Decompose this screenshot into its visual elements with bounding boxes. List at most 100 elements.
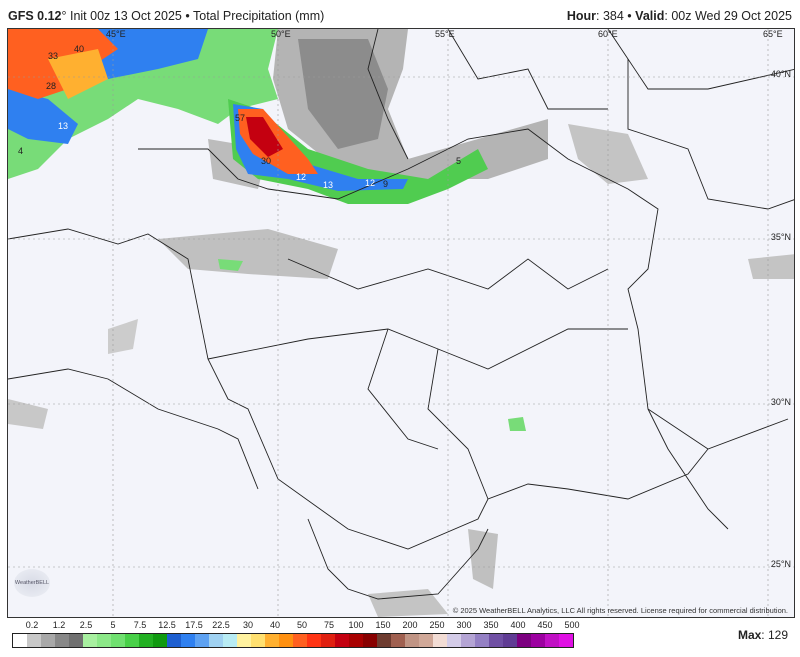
value-label: 5 <box>456 156 461 166</box>
value-label: 12 <box>296 172 306 182</box>
valid-time: 00z Wed 29 Oct 2025 <box>671 9 792 23</box>
colorbar-swatch <box>545 634 559 647</box>
separator: • <box>185 9 190 23</box>
colorbar-label: 500 <box>564 620 580 630</box>
lat-label: 35°N <box>770 232 791 242</box>
colorbar-label: 40 <box>269 620 281 630</box>
colorbar-swatch <box>279 634 293 647</box>
colorbar-label: 22.5 <box>212 620 230 630</box>
colorbar-label: 1.2 <box>52 620 66 630</box>
colorbar-swatch <box>517 634 531 647</box>
lon-label: 55°E <box>435 29 455 39</box>
colorbar-label: 350 <box>483 620 499 630</box>
value-label: 13 <box>58 121 68 131</box>
colorbar-label: 17.5 <box>185 620 203 630</box>
graticule <box>8 29 794 617</box>
precip-warm <box>8 29 318 174</box>
precip-light-gray <box>8 29 794 617</box>
colorbar-label: 12.5 <box>158 620 176 630</box>
colorbar-swatch <box>405 634 419 647</box>
colorbar-swatch <box>265 634 279 647</box>
colorbar-swatch <box>461 634 475 647</box>
precip-blue <box>8 29 408 191</box>
colorbar-swatch <box>363 634 377 647</box>
value-label: 30 <box>261 156 271 166</box>
colorbar-swatch <box>447 634 461 647</box>
colorbar-swatch <box>475 634 489 647</box>
colorbar-swatch <box>503 634 517 647</box>
colorbar-label: 250 <box>429 620 445 630</box>
lon-label: 65°E <box>763 29 783 39</box>
colorbar-swatch <box>489 634 503 647</box>
colorbar-swatch <box>27 634 41 647</box>
valid-label: Valid <box>635 9 665 23</box>
colorbar-swatch <box>531 634 545 647</box>
forecast-hour: 384 <box>602 9 624 23</box>
colorbar-label: 30 <box>242 620 254 630</box>
colorbar-label: 100 <box>348 620 364 630</box>
colorbar-swatch <box>167 634 181 647</box>
colorbar-swatch <box>349 634 363 647</box>
value-label: 40 <box>74 44 84 54</box>
lat-label: 30°N <box>770 397 791 407</box>
value-label: 33 <box>48 51 58 61</box>
header-right: Hour: 384 • Valid: 00z Wed 29 Oct 2025 <box>566 9 792 23</box>
copyright-notice: © 2025 WeatherBELL Analytics, LLC All ri… <box>452 606 788 615</box>
colorbar-label: 150 <box>375 620 391 630</box>
colorbar-label: 450 <box>537 620 553 630</box>
colorbar-swatch <box>139 634 153 647</box>
map-graphic: 33 40 28 13 4 57 30 12 13 12 9 5 <box>8 29 794 617</box>
model-degree: ° <box>61 9 67 23</box>
colorbar-swatch <box>293 634 307 647</box>
colorbar-swatch <box>321 634 335 647</box>
colorbar-label: 7.5 <box>133 620 147 630</box>
colorbar-swatch <box>433 634 447 647</box>
lon-label: 60°E <box>598 29 618 39</box>
value-label: 4 <box>18 146 23 156</box>
value-label: 12 <box>365 178 375 188</box>
lon-label: 50°E <box>271 29 291 39</box>
colorbar-swatch <box>335 634 349 647</box>
colorbar-swatch <box>125 634 139 647</box>
lat-label: 25°N <box>770 559 791 569</box>
colorbar-swatch <box>97 634 111 647</box>
country-borders <box>8 29 794 600</box>
colorbar-swatch <box>251 634 265 647</box>
value-label: 9 <box>383 179 388 189</box>
weatherbell-logo: WeatherBELL <box>14 569 50 597</box>
colorbar-label: 0.2 <box>25 620 39 630</box>
colorbar-label: 400 <box>510 620 526 630</box>
colorbar-labels: 0.2 1.2 2.5 5 7.5 12.5 17.5 22.5 30 40 50 75 100 150 2… <box>12 620 582 632</box>
colorbar-swatch <box>223 634 237 647</box>
separator: • <box>627 9 632 23</box>
colorbar-swatch <box>307 634 321 647</box>
colorbar-swatch <box>377 634 391 647</box>
colorbar-swatch <box>69 634 83 647</box>
colorbar-swatch <box>237 634 251 647</box>
lon-label: 45°E <box>106 29 126 39</box>
colorbar-swatch <box>13 634 27 647</box>
value-label: 57 <box>235 113 245 123</box>
colorbar-swatch <box>111 634 125 647</box>
init-time: Init 00z 13 Oct 2025 <box>69 9 182 23</box>
value-label: 28 <box>46 81 56 91</box>
hour-label: Hour <box>566 9 596 23</box>
model-name: GFS 0.12 <box>8 9 62 23</box>
lat-label: 40°N <box>770 69 791 79</box>
colorbar-label: 2.5 <box>79 620 93 630</box>
colorbar-swatch <box>559 634 573 647</box>
colorbar-swatch <box>391 634 405 647</box>
colorbar-swatch <box>55 634 69 647</box>
max-label: Max <box>737 628 762 642</box>
max-number: 129 <box>767 628 788 642</box>
colorbar-swatch <box>41 634 55 647</box>
precipitation-map: 33 40 28 13 4 57 30 12 13 12 9 5 45°E 50… <box>7 28 795 618</box>
colorbar-label: 50 <box>296 620 308 630</box>
colorbar-swatch <box>153 634 167 647</box>
max-value: Max: 129 <box>737 628 788 642</box>
colorbar-swatch <box>419 634 433 647</box>
colorbar-swatch <box>209 634 223 647</box>
colorbar-label: 75 <box>323 620 335 630</box>
value-label: 13 <box>323 180 333 190</box>
